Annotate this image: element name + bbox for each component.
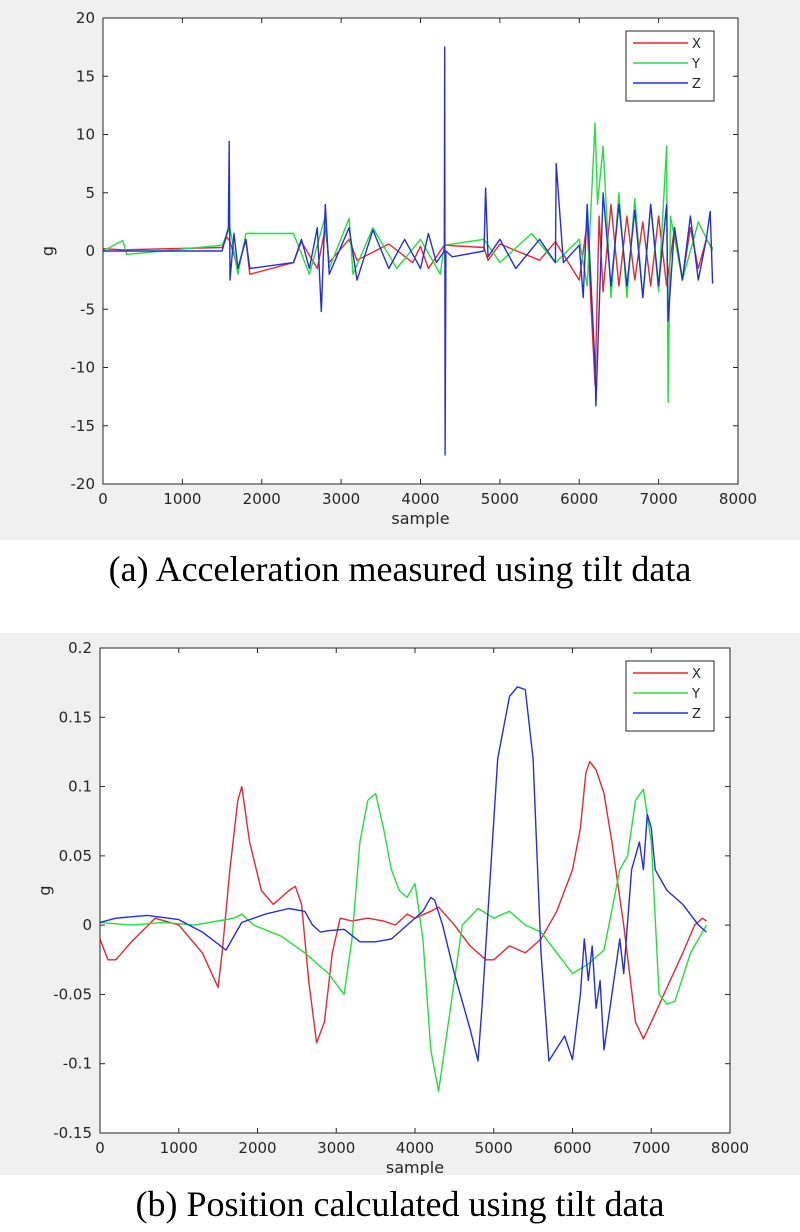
chart-panel-acceleration: 0 1000 2000 3000 4000 5000 6000 7000 8000 -20 -15 -… [0,0,800,540]
chart-a-x-tick-label: 8000 [719,490,757,508]
chart-b-series-y-line [99,788,708,1093]
chart-a-legend-label-z: Z [692,77,701,92]
chart-b-y-tick-label: 0 [82,916,92,934]
chart-a-y-tick-label: 10 [76,126,95,144]
chart-b-x-tick-label: 3000 [317,1139,355,1157]
chart-b-x-tick-label: 1000 [160,1139,198,1157]
chart-b-y-tick-label: -0.15 [53,1124,92,1142]
chart-b-plot-frame [99,647,731,1134]
chart-a-x-tick-label: 0 [98,490,108,508]
chart-a-y-tick-label: -15 [71,417,96,435]
chart-b-x-tick-label: 5000 [475,1139,513,1157]
chart-b-x-axis-label: sample [386,1158,444,1175]
chart-a-series-z-line [103,46,714,456]
chart-a-x-tick-label: 2000 [243,490,281,508]
chart-a-y-tick-label: 5 [85,184,95,202]
chart-a-x-axis-label: sample [391,509,449,528]
chart-panel-position: 0 1000 2000 3000 4000 5000 6000 7000 8000 -0.15 -0… [0,633,800,1175]
caption-a: (a) Acceleration measured using tilt dat… [108,549,692,589]
chart-b-y-tick-label: 0.1 [68,778,92,796]
caption-b: (b) Position calculated using tilt data [135,1184,665,1224]
chart-b-series-x-line [99,760,707,1044]
chart-a-x-tick-label: 6000 [560,490,598,508]
chart-b-legend-label-z: Z [692,707,701,722]
chart-a-x-tick-label: 4000 [401,490,439,508]
chart-b-y-tick-label: -0.05 [53,985,92,1003]
chart-b-x-tick-label: 0 [95,1139,105,1157]
chart-a-y-tick-label: 15 [76,67,95,85]
chart-a-x-tick-label: 3000 [322,490,360,508]
chart-b-legend-label-y: Y [691,687,700,702]
chart-b-x-tick-label: 8000 [711,1139,749,1157]
chart-b-y-tick-label: 0.2 [68,639,92,657]
chart-b-x-tick-label: 2000 [238,1139,276,1157]
chart-b-plot-area [100,648,730,1133]
chart-b-legend-label-x: X [692,667,701,682]
chart-b-y-axis-label: g [35,885,54,895]
chart-b-x-tick-label: 7000 [632,1139,670,1157]
chart-a-x-tick-label: 1000 [163,490,201,508]
chart-a-x-tick-label: 5000 [481,490,519,508]
chart-a-y-axis-label: g [38,246,57,256]
chart-a-series-x-line [102,203,714,386]
chart-b-x-tick-label: 4000 [396,1139,434,1157]
position-chart: 0 1000 2000 3000 4000 5000 6000 7000 8000 -0.15 -0… [35,639,749,1175]
chart-b-y-tick-label: 0.15 [59,708,92,726]
chart-a-x-tick-label: 7000 [640,490,678,508]
chart-a-y-tick-label: -20 [71,475,96,493]
acceleration-chart: 0 1000 2000 3000 4000 5000 6000 7000 8000 -20 -15 -… [38,9,757,528]
chart-a-y-tick-label: 0 [85,242,95,260]
chart-a-y-tick-label: -10 [71,359,96,377]
chart-b-series-z-line [99,686,707,1062]
chart-b-y-tick-label: 0.05 [59,847,92,865]
chart-a-legend-label-x: X [692,37,701,52]
chart-b-y-tick-label: -0.1 [63,1055,92,1073]
chart-a-plot-frame [102,17,739,485]
chart-a-legend-label-y: Y [691,57,700,72]
chart-b-x-tick-label: 6000 [553,1139,591,1157]
chart-a-y-tick-label: 20 [76,9,95,27]
chart-a-y-tick-label: -5 [80,300,95,318]
